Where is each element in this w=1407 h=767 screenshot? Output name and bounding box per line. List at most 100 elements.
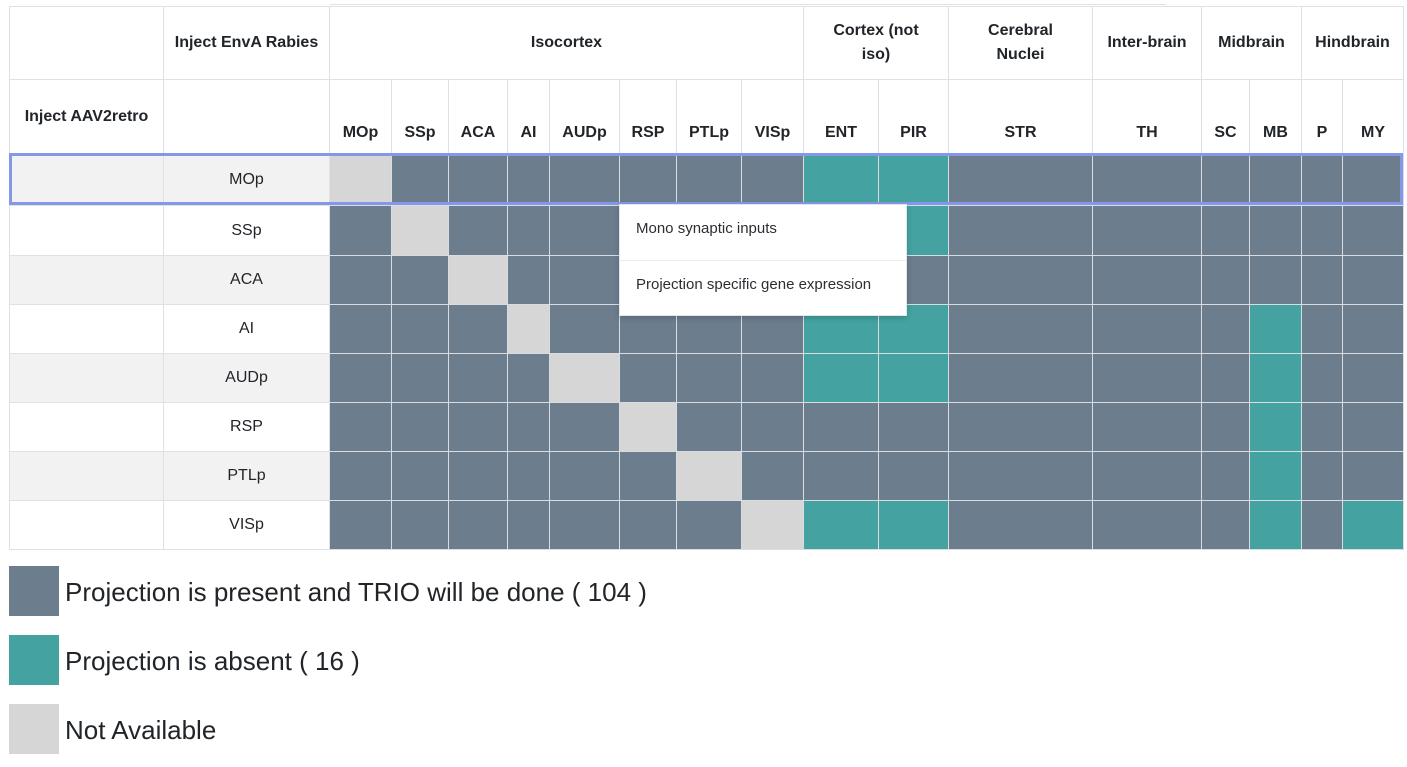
matrix-cell-ssp-th-present[interactable] [1092, 205, 1202, 256]
matrix-cell-audp-mb-absent[interactable] [1249, 353, 1302, 403]
matrix-cell-aca-sc-present[interactable] [1201, 255, 1250, 305]
matrix-cell-ai-audp-present[interactable] [549, 304, 620, 354]
matrix-cell-rsp-ptlp-present[interactable] [676, 402, 742, 452]
matrix-cell-visp-rsp-present[interactable] [619, 500, 677, 550]
matrix-cell-audp-aca-present[interactable] [448, 353, 508, 403]
matrix-cell-ptlp-th-present[interactable] [1092, 451, 1202, 501]
matrix-cell-ai-my-present[interactable] [1342, 304, 1404, 354]
matrix-cell-mop-pir-absent[interactable] [878, 153, 949, 206]
matrix-cell-audp-p-present[interactable] [1301, 353, 1343, 403]
matrix-cell-ai-ai-not-available[interactable] [507, 304, 550, 354]
matrix-cell-visp-pir-absent[interactable] [878, 500, 949, 550]
matrix-cell-rsp-my-present[interactable] [1342, 402, 1404, 452]
matrix-cell-ptlp-rsp-present[interactable] [619, 451, 677, 501]
matrix-cell-aca-mop-present[interactable] [329, 255, 392, 305]
matrix-row-rsp[interactable]: RSP [9, 402, 1404, 452]
matrix-cell-ptlp-str-present[interactable] [948, 451, 1093, 501]
matrix-cell-visp-str-present[interactable] [948, 500, 1093, 550]
matrix-cell-mop-ent-absent[interactable] [803, 153, 879, 206]
matrix-cell-visp-visp-not-available[interactable] [741, 500, 804, 550]
matrix-cell-ptlp-ptlp-not-available[interactable] [676, 451, 742, 501]
menu-item-projection-gene-expression[interactable]: Projection specific gene expression [636, 276, 872, 293]
matrix-cell-rsp-aca-present[interactable] [448, 402, 508, 452]
matrix-cell-mop-sc-present[interactable] [1201, 153, 1250, 206]
matrix-cell-visp-p-present[interactable] [1301, 500, 1343, 550]
matrix-cell-rsp-mb-absent[interactable] [1249, 402, 1302, 452]
matrix-cell-audp-sc-present[interactable] [1201, 353, 1250, 403]
matrix-cell-ptlp-sc-present[interactable] [1201, 451, 1250, 501]
matrix-cell-visp-my-absent[interactable] [1342, 500, 1404, 550]
matrix-cell-mop-th-present[interactable] [1092, 153, 1202, 206]
matrix-cell-ai-str-present[interactable] [948, 304, 1093, 354]
matrix-cell-audp-str-present[interactable] [948, 353, 1093, 403]
matrix-cell-rsp-ai-present[interactable] [507, 402, 550, 452]
matrix-cell-ssp-sc-present[interactable] [1201, 205, 1250, 256]
matrix-cell-aca-mb-present[interactable] [1249, 255, 1302, 305]
matrix-cell-audp-rsp-present[interactable] [619, 353, 677, 403]
matrix-cell-ssp-audp-present[interactable] [549, 205, 620, 256]
matrix-cell-aca-p-present[interactable] [1301, 255, 1343, 305]
matrix-cell-ptlp-audp-present[interactable] [549, 451, 620, 501]
matrix-cell-audp-ent-absent[interactable] [803, 353, 879, 403]
matrix-cell-mop-ptlp-present[interactable] [676, 153, 742, 206]
matrix-cell-audp-audp-not-available[interactable] [549, 353, 620, 403]
matrix-cell-ptlp-aca-present[interactable] [448, 451, 508, 501]
matrix-cell-visp-mop-present[interactable] [329, 500, 392, 550]
matrix-cell-ssp-my-present[interactable] [1342, 205, 1404, 256]
matrix-cell-mop-ssp-present[interactable] [391, 153, 449, 206]
matrix-cell-ssp-mb-present[interactable] [1249, 205, 1302, 256]
matrix-cell-aca-ai-present[interactable] [507, 255, 550, 305]
matrix-cell-mop-str-present[interactable] [948, 153, 1093, 206]
matrix-cell-ptlp-ai-present[interactable] [507, 451, 550, 501]
matrix-cell-aca-my-present[interactable] [1342, 255, 1404, 305]
matrix-cell-mop-mop-not-available[interactable] [329, 153, 392, 206]
matrix-cell-mop-mb-present[interactable] [1249, 153, 1302, 206]
matrix-cell-ai-ssp-present[interactable] [391, 304, 449, 354]
matrix-cell-rsp-audp-present[interactable] [549, 402, 620, 452]
matrix-cell-ptlp-pir-present[interactable] [878, 451, 949, 501]
matrix-cell-visp-ai-present[interactable] [507, 500, 550, 550]
matrix-cell-audp-visp-present[interactable] [741, 353, 804, 403]
matrix-cell-mop-audp-present[interactable] [549, 153, 620, 206]
matrix-cell-ai-p-present[interactable] [1301, 304, 1343, 354]
matrix-cell-mop-p-present[interactable] [1301, 153, 1343, 206]
matrix-cell-ai-mb-absent[interactable] [1249, 304, 1302, 354]
matrix-cell-rsp-p-present[interactable] [1301, 402, 1343, 452]
matrix-cell-ssp-mop-present[interactable] [329, 205, 392, 256]
matrix-cell-visp-mb-absent[interactable] [1249, 500, 1302, 550]
matrix-cell-ptlp-ent-present[interactable] [803, 451, 879, 501]
matrix-cell-visp-ent-absent[interactable] [803, 500, 879, 550]
matrix-row-mop[interactable]: MOp [9, 153, 1404, 206]
matrix-cell-rsp-str-present[interactable] [948, 402, 1093, 452]
matrix-cell-aca-th-present[interactable] [1092, 255, 1202, 305]
matrix-cell-rsp-mop-present[interactable] [329, 402, 392, 452]
matrix-cell-rsp-th-present[interactable] [1092, 402, 1202, 452]
matrix-cell-ai-sc-present[interactable] [1201, 304, 1250, 354]
matrix-cell-audp-my-present[interactable] [1342, 353, 1404, 403]
matrix-cell-audp-ai-present[interactable] [507, 353, 550, 403]
matrix-cell-ptlp-mb-absent[interactable] [1249, 451, 1302, 501]
matrix-cell-visp-ptlp-present[interactable] [676, 500, 742, 550]
matrix-cell-ssp-aca-present[interactable] [448, 205, 508, 256]
matrix-cell-ai-th-present[interactable] [1092, 304, 1202, 354]
matrix-cell-mop-visp-present[interactable] [741, 153, 804, 206]
matrix-cell-rsp-ent-present[interactable] [803, 402, 879, 452]
matrix-cell-visp-ssp-present[interactable] [391, 500, 449, 550]
matrix-cell-audp-th-present[interactable] [1092, 353, 1202, 403]
matrix-row-visp[interactable]: VISp [9, 500, 1404, 550]
matrix-cell-mop-rsp-present[interactable] [619, 153, 677, 206]
matrix-cell-aca-audp-present[interactable] [549, 255, 620, 305]
matrix-cell-mop-ai-present[interactable] [507, 153, 550, 206]
matrix-cell-rsp-pir-present[interactable] [878, 402, 949, 452]
matrix-cell-ptlp-p-present[interactable] [1301, 451, 1343, 501]
matrix-cell-visp-sc-present[interactable] [1201, 500, 1250, 550]
matrix-cell-visp-th-present[interactable] [1092, 500, 1202, 550]
matrix-cell-ptlp-my-present[interactable] [1342, 451, 1404, 501]
matrix-cell-ptlp-mop-present[interactable] [329, 451, 392, 501]
matrix-cell-audp-ptlp-present[interactable] [676, 353, 742, 403]
matrix-cell-ai-mop-present[interactable] [329, 304, 392, 354]
matrix-cell-audp-ssp-present[interactable] [391, 353, 449, 403]
matrix-cell-aca-ssp-present[interactable] [391, 255, 449, 305]
matrix-cell-mop-my-present[interactable] [1342, 153, 1404, 206]
matrix-cell-visp-aca-present[interactable] [448, 500, 508, 550]
